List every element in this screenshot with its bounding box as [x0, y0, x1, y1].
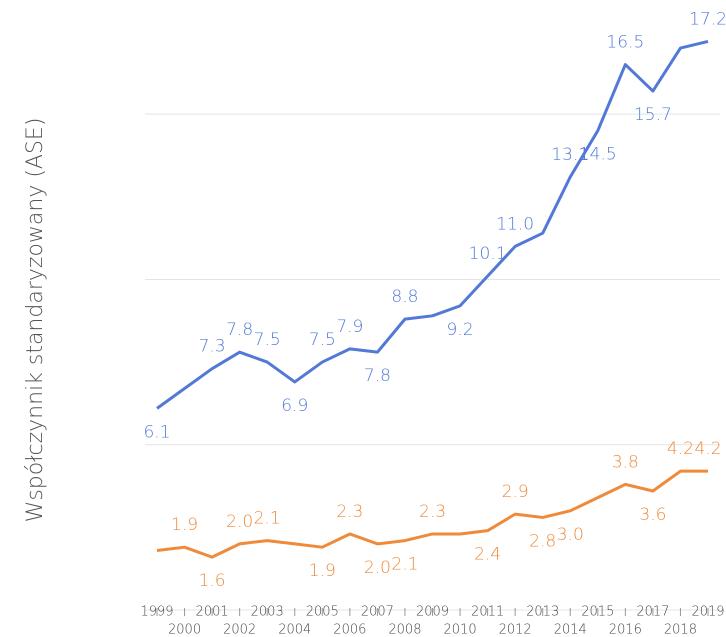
data-label: 7.9	[336, 317, 363, 337]
x-tick-label: 2006	[333, 623, 366, 637]
x-tick-label: 2014	[554, 623, 587, 637]
data-label: 11.0	[496, 214, 534, 234]
data-label: 2.0	[226, 512, 253, 532]
data-label: 7.5	[309, 330, 336, 350]
x-tick-label: 2002	[223, 623, 256, 637]
x-tick-label: 2013	[526, 605, 559, 620]
data-label: 7.3	[199, 337, 226, 357]
data-label: 4.2	[694, 439, 721, 459]
x-tick-label: 2004	[278, 623, 311, 637]
data-label: 4.2	[667, 439, 694, 459]
data-label: 8.8	[391, 287, 418, 307]
data-label: 2.8	[529, 531, 556, 551]
data-label: 7.8	[226, 320, 253, 340]
series-line	[156, 469, 708, 559]
x-tick-label: 2003	[251, 605, 284, 620]
x-tick-label: 2012	[499, 623, 532, 637]
data-label: 16.5	[606, 33, 644, 53]
data-label: 2.1	[391, 555, 418, 575]
data-label: 2.3	[336, 502, 363, 522]
data-label: 14.5	[579, 145, 617, 165]
data-label: 17.2	[689, 9, 726, 29]
data-label: 7.5	[254, 330, 281, 350]
data-label: 6.9	[281, 396, 308, 416]
data-label: 3.8	[612, 452, 639, 472]
x-tick-label: 2007	[361, 605, 394, 620]
x-tick-label: 2018	[664, 623, 697, 637]
data-label: 2.3	[419, 502, 446, 522]
x-tick-label: 1999	[140, 605, 173, 620]
x-tick-label: 2019	[691, 605, 724, 620]
data-label: 2.0	[364, 558, 391, 578]
x-tick-label: 2001	[196, 605, 229, 620]
data-label: 1.6	[199, 571, 226, 591]
y-axis-label: Współczynnik standaryzowany (ASE)	[23, 118, 48, 523]
series-line	[156, 39, 709, 410]
data-label: 6.1	[143, 422, 170, 442]
data-label: 9.2	[447, 320, 474, 340]
data-label: 1.9	[171, 515, 198, 535]
data-label: 2.4	[474, 545, 501, 565]
data-label: 10.1	[469, 244, 507, 264]
x-tick-label: 2009	[416, 605, 449, 620]
x-tick-label: 2015	[581, 605, 614, 620]
data-label: 1.9	[309, 561, 336, 581]
data-label: 7.8	[364, 366, 391, 386]
data-label: 2.9	[502, 482, 529, 502]
data-label: 15.7	[634, 105, 672, 125]
x-tick-label: 2017	[636, 605, 669, 620]
data-label: 13.1	[551, 145, 589, 165]
x-tick-label: 2016	[609, 623, 642, 637]
x-tick-label: 2005	[306, 605, 339, 620]
data-label: 3.6	[639, 505, 666, 525]
data-label: 3.0	[557, 525, 584, 545]
data-label: 2.1	[254, 509, 281, 529]
x-tick-label: 2010	[444, 623, 477, 637]
x-tick-label: 2011	[471, 605, 504, 620]
x-tick-label: 2008	[388, 623, 421, 637]
x-tick-label: 2000	[168, 623, 201, 637]
